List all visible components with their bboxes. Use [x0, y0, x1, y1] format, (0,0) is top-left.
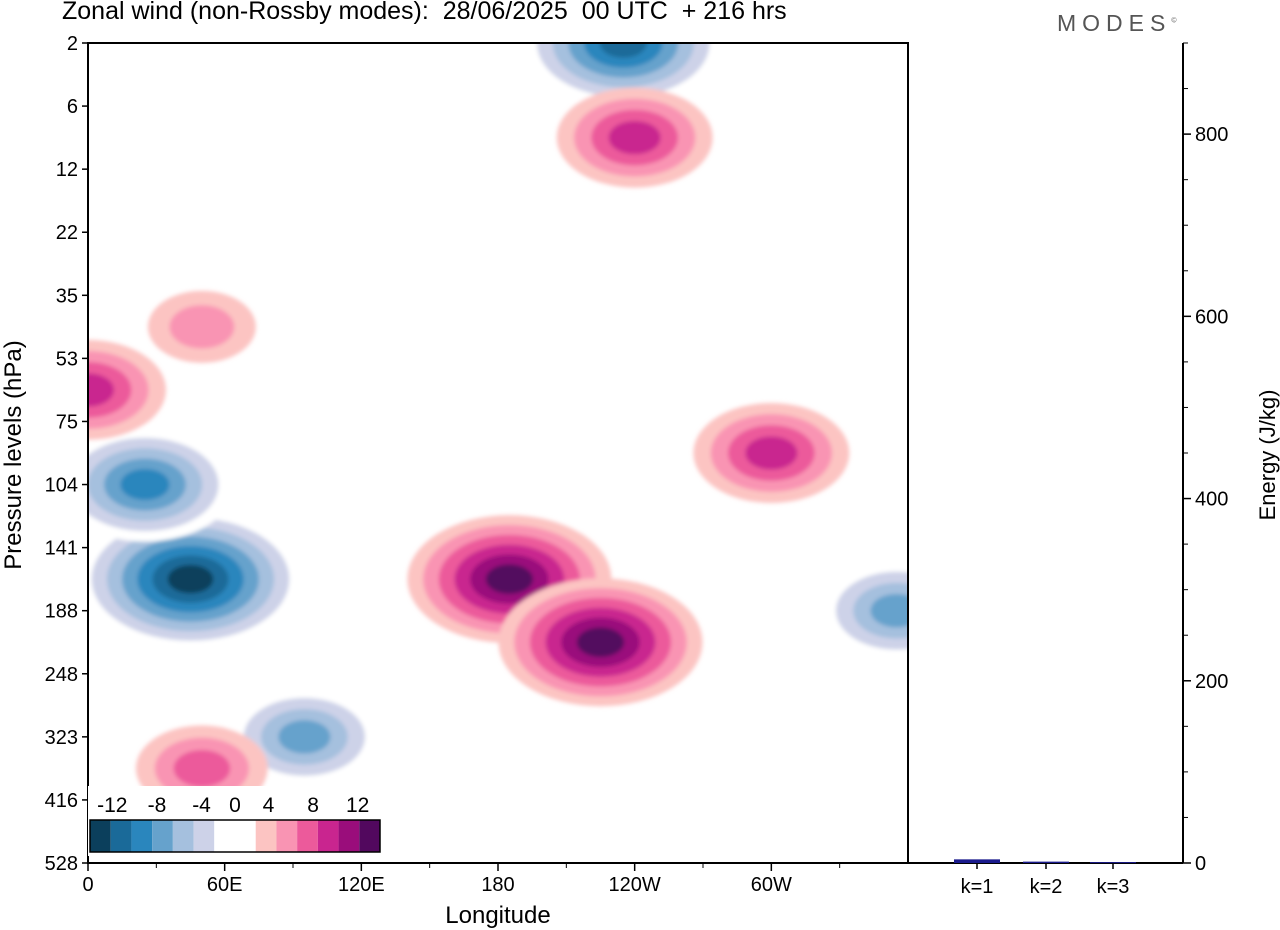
contour-band	[167, 564, 214, 594]
x-tick-label: 60W	[751, 874, 792, 896]
field-feature-1	[88, 427, 235, 542]
energy-bar	[1023, 861, 1069, 863]
colorbar-swatch	[276, 820, 298, 852]
field-feature-0	[88, 508, 305, 651]
contour-band	[173, 749, 231, 787]
colorbar-tick-label: -12	[97, 794, 127, 817]
energy-tick-label: 600	[1195, 306, 1228, 328]
x-tick-label: 0	[82, 874, 93, 896]
y-tick-label: 104	[45, 475, 78, 497]
energy-bar	[954, 859, 1000, 863]
colorbar-swatch	[110, 820, 132, 852]
page-title: Zonal wind (non-Rossby modes): 28/06/202…	[62, 0, 787, 25]
field-feature-4	[818, 560, 908, 661]
y-tick-label: 248	[45, 664, 78, 686]
y-tick-label: 53	[56, 348, 78, 370]
x-tick-label: 120E	[338, 874, 385, 896]
bar-category-label: k=1	[961, 876, 994, 898]
energy-tick-label: 0	[1195, 853, 1206, 875]
contour-fill	[88, 43, 908, 812]
logo-mark: ©	[1171, 17, 1177, 25]
field-feature-10	[147, 290, 256, 363]
colorbar-frame	[89, 819, 381, 853]
x-tick-label: 60E	[207, 874, 243, 896]
colorbar-swatch	[297, 820, 318, 852]
colorbar-swatch	[214, 820, 235, 852]
y-tick-label: 528	[45, 853, 78, 875]
energy-bars	[954, 859, 1136, 864]
contour-band	[485, 564, 533, 594]
contour-band	[608, 120, 661, 155]
colorbar-swatch	[172, 820, 194, 852]
contour-band	[278, 720, 331, 754]
energy-axis-label: Energy (J/kg)	[1255, 390, 1280, 521]
colorbar: -12 -8 -4 0 4 8 12	[88, 786, 382, 856]
colorbar-swatch	[338, 820, 360, 852]
colorbar-tick-label: 0	[229, 794, 241, 817]
colorbar-swatch	[193, 820, 215, 852]
x-axis-label: Longitude	[445, 902, 550, 929]
colorbar-swatch	[131, 820, 153, 852]
y-tick-label: 416	[45, 790, 78, 812]
y-tick-label: 75	[56, 411, 78, 433]
colorbar-swatch	[359, 820, 380, 852]
y-axis-label: Pressure levels (hPa)	[0, 340, 27, 569]
energy-tick-label: 800	[1195, 124, 1228, 146]
y-tick-label: 141	[45, 538, 78, 560]
heatmap-field	[88, 43, 908, 812]
bar-category-label: k=3	[1097, 876, 1130, 898]
y-tick-label: 35	[56, 285, 78, 307]
logo-text: MODES	[1057, 10, 1172, 36]
y-tick-label: 323	[45, 727, 78, 749]
contour-band	[169, 305, 235, 349]
energy-bar-axes: 0 200 400 600 800 k=1 k=2 k=3	[907, 42, 1228, 898]
field-feature-3	[521, 43, 726, 107]
contour-band	[745, 436, 798, 470]
colorbar-tick-label: 8	[307, 794, 319, 817]
energy-bar	[1090, 862, 1136, 864]
colorbar-swatch	[152, 820, 173, 852]
field-feature-8	[556, 87, 713, 188]
bar-category-label: k=2	[1030, 876, 1063, 898]
colorbar-swatch	[255, 820, 277, 852]
colorbar-swatch	[317, 820, 339, 852]
field-feature-9	[88, 339, 166, 440]
colorbar-swatch	[90, 820, 111, 852]
y-tick-label: 2	[67, 33, 78, 55]
contour-band	[120, 468, 170, 501]
x-tick-label: 180	[481, 874, 514, 896]
contour-band	[599, 43, 647, 58]
colorbar-tick-label: -8	[148, 794, 167, 817]
colorbar-tick-label: 12	[346, 794, 369, 817]
contour-band	[576, 627, 625, 657]
x-tick-label: 120W	[609, 874, 661, 896]
y-tick-label: 6	[67, 96, 78, 118]
field-feature-6	[498, 578, 703, 707]
modes-logo: MODES©	[1057, 10, 1177, 37]
y-tick-label: 188	[45, 601, 78, 623]
colorbar-tick-label: 4	[263, 794, 275, 817]
y-tick-label: 22	[56, 222, 78, 244]
energy-tick-label: 200	[1195, 671, 1228, 693]
contour-band	[870, 594, 908, 628]
colorbar-swatch	[235, 820, 256, 852]
contour-band	[88, 373, 114, 407]
colorbar-tick-label: -4	[192, 794, 211, 817]
energy-tick-label: 400	[1195, 489, 1228, 511]
field-feature-7	[693, 403, 850, 503]
y-tick-label: 12	[56, 159, 78, 181]
